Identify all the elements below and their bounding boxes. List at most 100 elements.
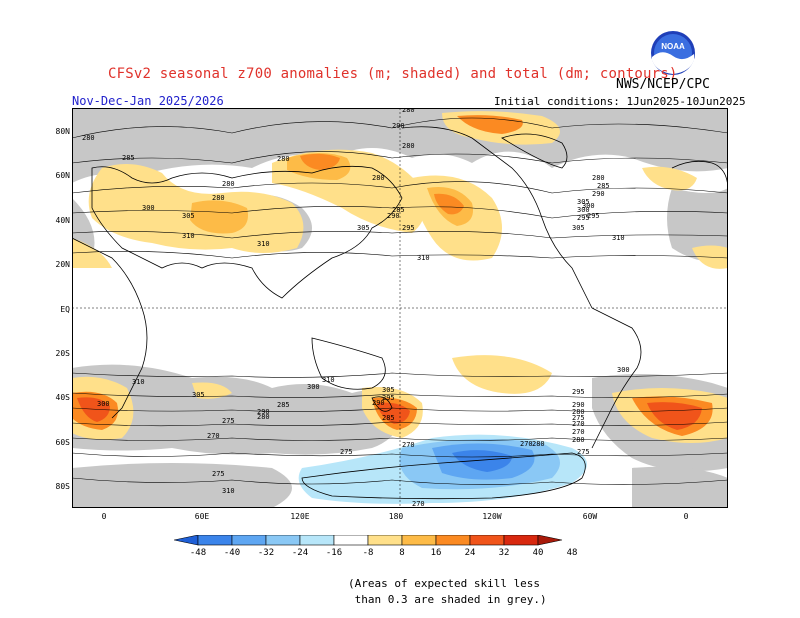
lon-label: 0 bbox=[683, 512, 689, 521]
contour-label: 305 bbox=[382, 386, 395, 394]
contour-label: 290 bbox=[372, 399, 385, 407]
lat-label: 40N bbox=[55, 216, 70, 225]
colorbar-segment bbox=[469, 534, 505, 546]
contour-label: 280 bbox=[277, 155, 290, 163]
contour-label: 280 bbox=[222, 180, 235, 188]
contour-label: 290 bbox=[592, 190, 605, 198]
lat-label: 60S bbox=[55, 438, 70, 447]
positive-anomalies bbox=[72, 111, 728, 443]
colorbar-segment bbox=[265, 534, 301, 546]
contour-label: 280 bbox=[372, 174, 385, 182]
contour-label: 285 bbox=[122, 154, 135, 162]
contour-label: 280 bbox=[402, 142, 415, 150]
agency-label: NWS/NCEP/CPC bbox=[616, 77, 710, 92]
contour-label: 300 bbox=[142, 204, 155, 212]
contour-label: 280 bbox=[212, 194, 225, 202]
anomaly-map: 280 285 280 280 280 290 280 280 300 305 310 310 305 2… bbox=[72, 108, 728, 508]
contour-label: 300 bbox=[307, 383, 320, 391]
contour-label: 310 bbox=[222, 487, 235, 495]
contour-label: 290 bbox=[572, 401, 585, 409]
season-label: Nov-Dec-Jan 2025/2026 bbox=[72, 94, 224, 108]
colorbar-label: -48 bbox=[189, 548, 207, 558]
contour-label: 310 bbox=[322, 376, 335, 384]
colorbar-label: 16 bbox=[430, 548, 442, 558]
colorbar-segment bbox=[401, 534, 437, 546]
colorbar-segment bbox=[299, 534, 335, 546]
colorbar-svg bbox=[173, 534, 563, 546]
lon-label: 180 bbox=[388, 512, 404, 521]
contour-label: 270 bbox=[412, 500, 425, 508]
contour-label: 275 bbox=[577, 448, 590, 456]
negative-anomalies bbox=[298, 434, 587, 504]
lon-label: 120E bbox=[290, 512, 310, 521]
contour-label: 270 bbox=[207, 432, 220, 440]
lat-label: 20S bbox=[55, 349, 70, 358]
contour-label: 285 bbox=[392, 206, 405, 214]
initial-conditions-label: Initial conditions: 1Jun2025-10Jun2025 bbox=[494, 95, 746, 108]
contour-label: 305 bbox=[192, 391, 205, 399]
colorbar-segment bbox=[367, 534, 403, 546]
lat-label: 80S bbox=[55, 482, 70, 491]
colorbar-left-arrow bbox=[173, 534, 199, 546]
lat-label: 80N bbox=[55, 127, 70, 136]
contour-label: 290 bbox=[392, 122, 405, 130]
colorbar-segment bbox=[231, 534, 267, 546]
contour-label: 295 bbox=[587, 212, 600, 220]
contour-label: 275 bbox=[222, 417, 235, 425]
lon-label: 0 bbox=[101, 512, 107, 521]
contour-label: 285 bbox=[382, 414, 395, 422]
lat-label: 20N bbox=[55, 260, 70, 269]
logo-text: NOAA bbox=[661, 42, 685, 51]
contour-label: 300 bbox=[617, 366, 630, 374]
contour-label: 280 bbox=[572, 408, 585, 416]
contour-label: 310 bbox=[132, 378, 145, 386]
colorbar-label: 40 bbox=[532, 548, 544, 558]
contour-label: 270 bbox=[572, 420, 585, 428]
contour-label: 295 bbox=[572, 388, 585, 396]
contour-label: 285 bbox=[277, 401, 290, 409]
contour-label: 295 bbox=[402, 224, 415, 232]
contour-label: 295 bbox=[382, 394, 395, 402]
colorbar-right-arrow bbox=[537, 534, 563, 546]
lon-label: 120W bbox=[482, 512, 502, 521]
contour-label: 285 bbox=[597, 182, 610, 190]
footnote: (Areas of expected skill less than 0.3 a… bbox=[348, 577, 547, 606]
contour-label: 300 bbox=[577, 206, 590, 214]
contour-label: 280 bbox=[257, 413, 270, 421]
contour-label: 310 bbox=[182, 232, 195, 240]
contour-label: 290 bbox=[257, 408, 270, 416]
contour-label: 305 bbox=[357, 224, 370, 232]
colorbar-label: 8 bbox=[399, 548, 405, 558]
contour-label: 280 bbox=[82, 134, 95, 142]
lat-label: 60N bbox=[55, 171, 70, 180]
contour-label: 295 bbox=[577, 214, 590, 222]
colorbar bbox=[173, 534, 626, 555]
colorbar-label: 48 bbox=[566, 548, 578, 558]
noaa-logo: NOAA bbox=[650, 30, 696, 76]
contour-label: 310 bbox=[257, 240, 270, 248]
colorbar-label: 32 bbox=[498, 548, 510, 558]
colorbar-segment bbox=[503, 534, 539, 546]
contour-label: 300 bbox=[97, 400, 110, 408]
contour-label: 275 bbox=[212, 470, 225, 478]
contour-label: 280 bbox=[532, 440, 545, 448]
colorbar-label: -24 bbox=[291, 548, 309, 558]
contour-label: 305 bbox=[572, 224, 585, 232]
colorbar-segment bbox=[197, 534, 233, 546]
lon-label: 60E bbox=[194, 512, 210, 521]
colorbar-label: -8 bbox=[362, 548, 374, 558]
contour-label: 270 bbox=[572, 428, 585, 436]
contour-label: 280 bbox=[592, 174, 605, 182]
contour-label: 305 bbox=[577, 198, 590, 206]
contour-label: 300 bbox=[582, 202, 595, 210]
colorbar-label: -40 bbox=[223, 548, 241, 558]
colorbar-segment bbox=[435, 534, 471, 546]
contour-label: 310 bbox=[417, 254, 430, 262]
colorbar-segment bbox=[333, 534, 369, 546]
colorbar-label: 24 bbox=[464, 548, 476, 558]
lon-label: 60W bbox=[582, 512, 598, 521]
contour-label: 275 bbox=[340, 448, 353, 456]
contour-label: 270 bbox=[520, 440, 533, 448]
